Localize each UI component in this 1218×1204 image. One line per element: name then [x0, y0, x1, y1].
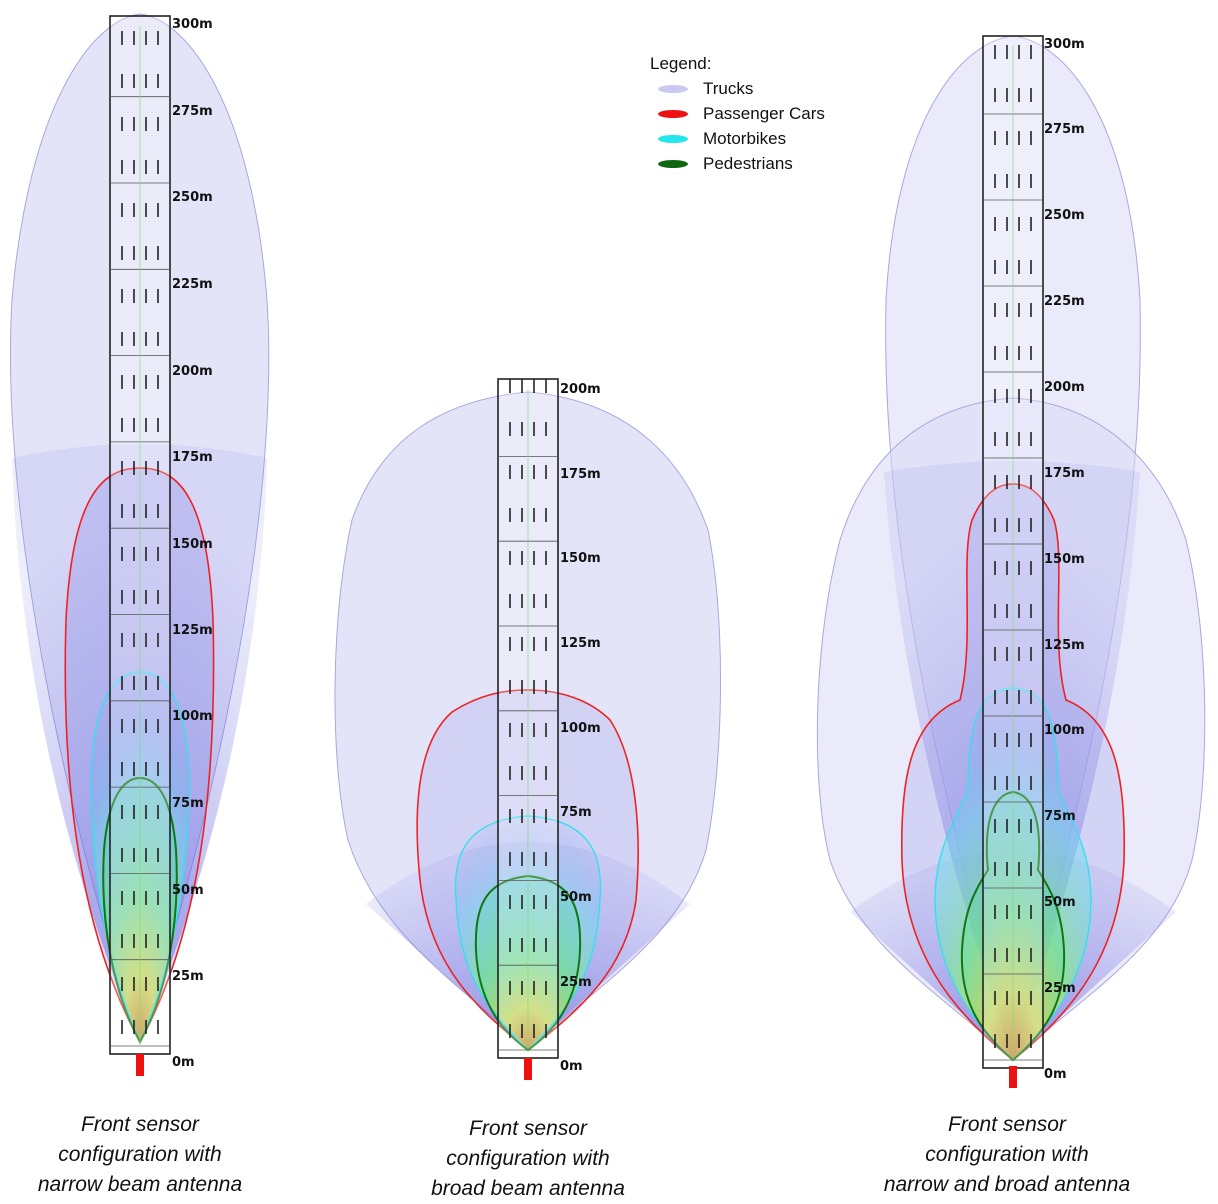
caption-broad: Front sensor configuration with broad be… — [368, 1114, 688, 1204]
distance-label: 200m — [172, 364, 213, 379]
caption-line: narrow beam antenna — [37, 1173, 243, 1196]
distance-label: 25m — [1044, 981, 1076, 996]
passenger-cars-swatch — [658, 109, 688, 118]
distance-labels-narrow: 0m 25m 50m 75m 100m 125m 150m 175m 200m … — [172, 17, 213, 1070]
distance-label: 250m — [1044, 208, 1085, 223]
motorbikes-swatch — [658, 134, 688, 143]
distance-label: 175m — [560, 467, 601, 482]
distance-label: 125m — [172, 623, 213, 638]
distance-label: 75m — [560, 805, 592, 820]
caption-line: configuration with — [58, 1143, 222, 1166]
distance-label: 200m — [560, 382, 601, 397]
road-strip — [109, 15, 171, 1055]
caption-line: broad beam antenna — [431, 1177, 625, 1200]
caption-line: configuration with — [446, 1147, 610, 1170]
distance-label: 50m — [1044, 895, 1076, 910]
caption-line: configuration with — [925, 1143, 1089, 1166]
distance-label: 125m — [1044, 638, 1085, 653]
caption-line: Front sensor — [469, 1117, 587, 1140]
vehicle-marker — [136, 1054, 144, 1076]
distance-label: 300m — [172, 17, 213, 32]
distance-label: 75m — [172, 796, 204, 811]
legend-item-motorbikes: Motorbikes — [650, 126, 825, 151]
distance-label: 25m — [172, 969, 204, 984]
distance-label: 75m — [1044, 809, 1076, 824]
distance-label: 100m — [560, 721, 601, 736]
distance-label: 0m — [560, 1059, 583, 1074]
distance-label: 100m — [1044, 723, 1085, 738]
distance-label: 100m — [172, 709, 213, 724]
distance-label: 25m — [560, 975, 592, 990]
distance-label: 200m — [1044, 380, 1085, 395]
caption-line: narrow and broad antenna — [883, 1173, 1131, 1196]
distance-label: 175m — [172, 450, 213, 465]
distance-label: 0m — [172, 1055, 195, 1070]
caption-narrow: Front sensor configuration with narrow b… — [0, 1110, 300, 1200]
trucks-swatch — [658, 84, 688, 93]
distance-labels-combined: 0m 25m 50m 75m 100m 125m 150m 175m 200m … — [1044, 37, 1085, 1082]
legend-item-pedestrians: Pedestrians — [650, 151, 825, 176]
distance-label: 150m — [1044, 552, 1085, 567]
legend-item-passenger-cars: Passenger Cars — [650, 101, 825, 126]
panel-combined — [816, 35, 1206, 1088]
legend-label: Motorbikes — [703, 128, 787, 148]
pedestrians-swatch — [658, 159, 688, 168]
panel-broad — [334, 378, 721, 1080]
distance-label: 150m — [560, 551, 601, 566]
distance-label: 150m — [172, 537, 213, 552]
legend-label: Pedestrians — [703, 153, 793, 173]
distance-label: 275m — [172, 104, 213, 119]
vehicle-marker — [1009, 1066, 1017, 1088]
legend-label: Passenger Cars — [703, 103, 825, 123]
vehicle-marker — [524, 1058, 532, 1080]
distance-label: 0m — [1044, 1067, 1067, 1082]
caption-line: Front sensor — [81, 1113, 199, 1136]
distance-label: 50m — [560, 890, 592, 905]
road-strip — [497, 378, 559, 1059]
distance-label: 225m — [172, 277, 213, 292]
distance-label: 50m — [172, 883, 204, 898]
distance-labels-broad: 0m 25m 50m 75m 100m 125m 150m 175m 200m — [560, 382, 601, 1074]
road-strip — [982, 35, 1044, 1069]
caption-line: Front sensor — [948, 1113, 1066, 1136]
caption-combined: Front sensor configuration with narrow a… — [847, 1110, 1167, 1200]
legend-title: Legend: — [650, 54, 712, 73]
distance-label: 175m — [1044, 466, 1085, 481]
distance-label: 275m — [1044, 122, 1085, 137]
distance-label: 250m — [172, 190, 213, 205]
legend-item-trucks: Trucks — [650, 76, 825, 101]
distance-label: 225m — [1044, 294, 1085, 309]
legend: Legend: Trucks Passenger Cars Motorbikes… — [650, 54, 825, 176]
distance-label: 300m — [1044, 37, 1085, 52]
distance-label: 125m — [560, 636, 601, 651]
legend-label: Trucks — [703, 78, 754, 98]
panel-narrow — [10, 13, 270, 1076]
